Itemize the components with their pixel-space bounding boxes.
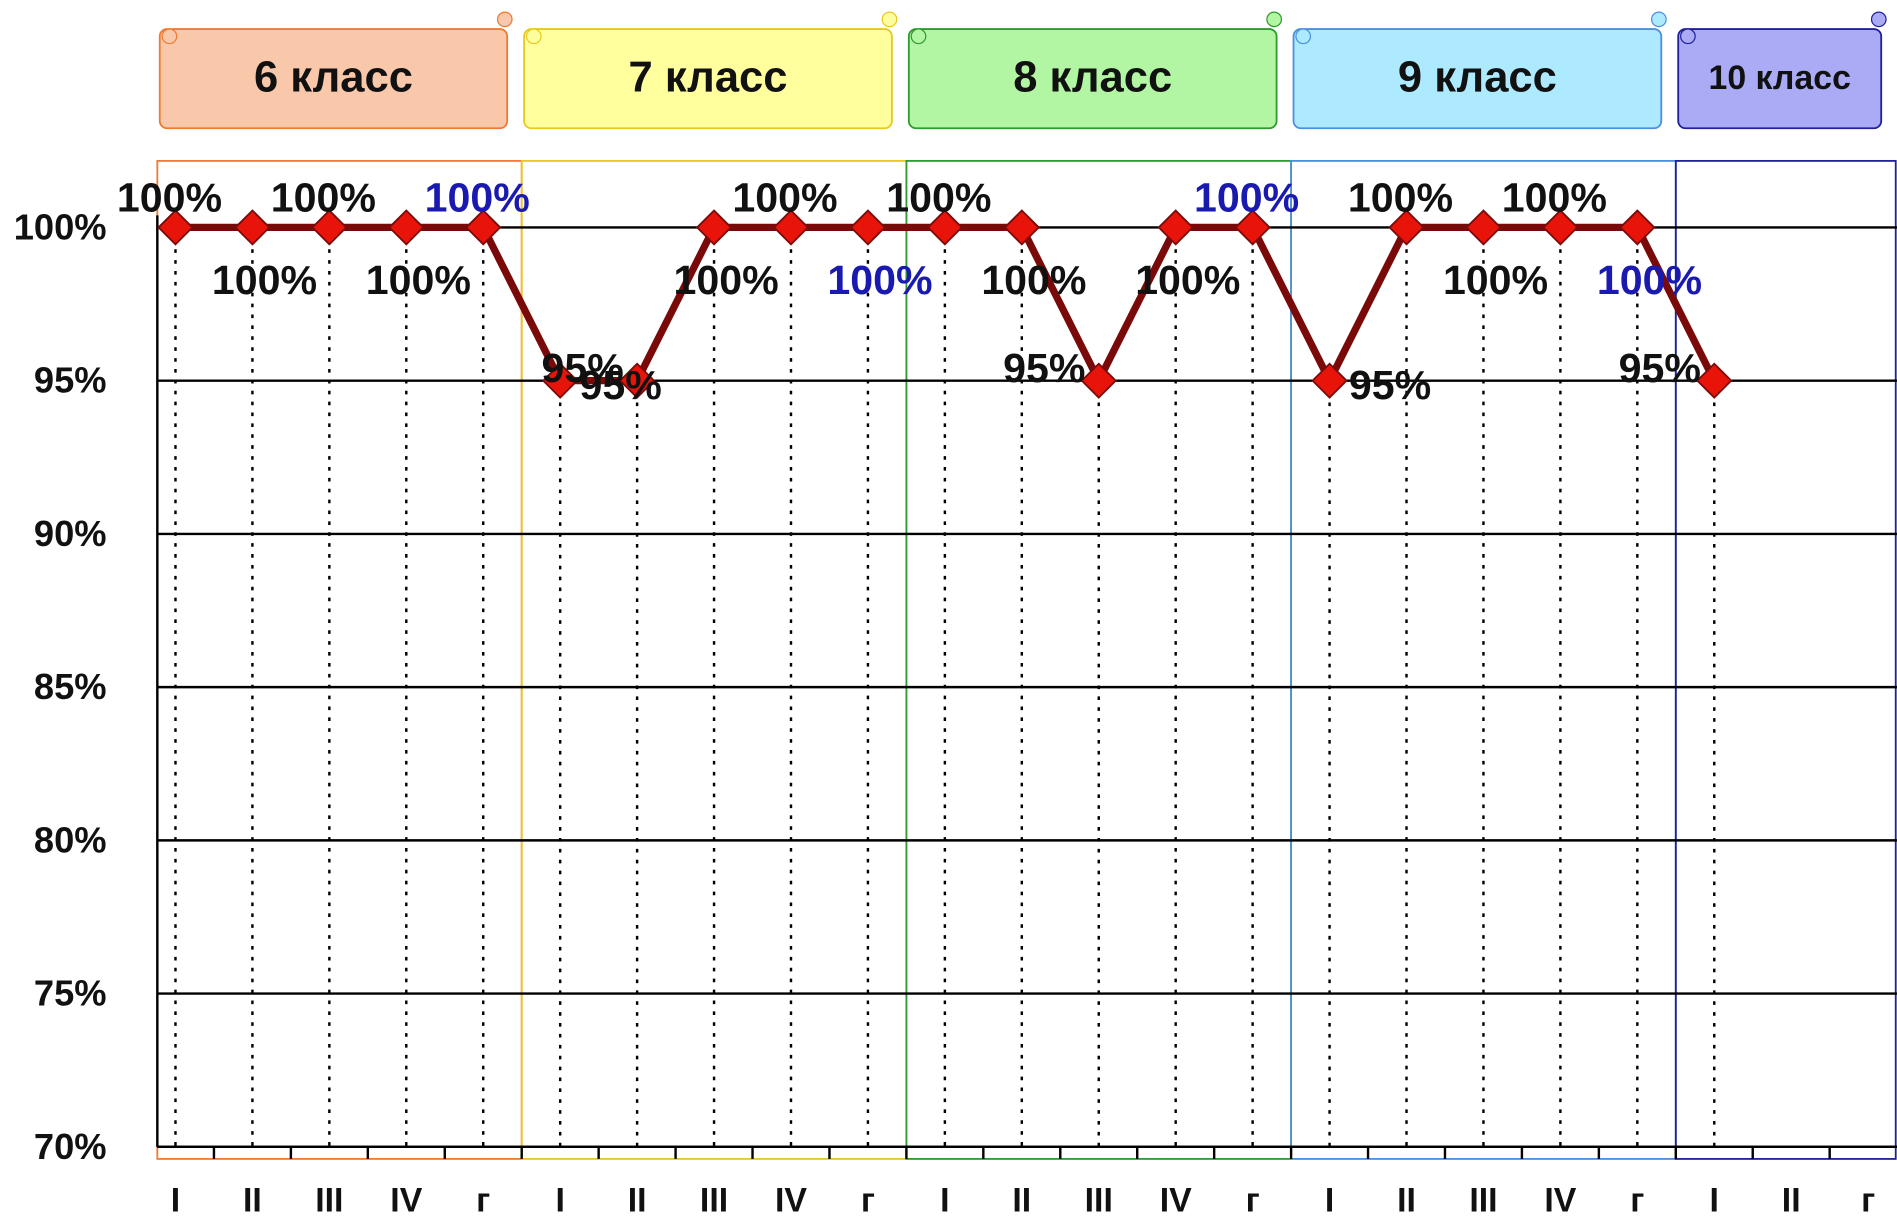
marker xyxy=(695,209,733,246)
y-tick-label: 100% xyxy=(14,206,107,247)
marker xyxy=(618,362,656,399)
x-tick-label: I xyxy=(171,1181,180,1217)
data-label: 100% xyxy=(981,257,1086,303)
x-tick-label: I xyxy=(940,1181,949,1217)
group-box xyxy=(520,159,908,1160)
group-box xyxy=(156,159,523,1160)
banner-curl xyxy=(1650,11,1667,28)
marker xyxy=(772,209,810,246)
group-box xyxy=(905,159,1293,1160)
x-tick-label: II xyxy=(243,1181,262,1217)
data-label: 95% xyxy=(580,362,662,408)
marker xyxy=(1388,209,1425,246)
group-label: 6 класс xyxy=(254,53,413,101)
marker xyxy=(311,209,348,246)
x-tick-label: I xyxy=(1325,1181,1334,1217)
group-banner xyxy=(1677,28,1883,130)
banner-curl xyxy=(161,28,178,45)
x-tick-label: IV xyxy=(1160,1181,1192,1217)
marker xyxy=(1157,209,1194,246)
data-label: 100% xyxy=(1135,257,1240,303)
group-banner xyxy=(523,28,893,130)
data-label: 100% xyxy=(674,257,779,303)
marker xyxy=(1465,209,1502,246)
group-box xyxy=(1290,159,1677,1160)
x-tick-label: III xyxy=(1469,1181,1497,1217)
marker xyxy=(388,209,425,246)
data-label: 95% xyxy=(1003,345,1085,391)
banner-curl xyxy=(1266,11,1283,28)
marker xyxy=(234,209,271,246)
data-label: 100% xyxy=(1597,257,1702,303)
x-tick-label: г xyxy=(1861,1181,1875,1217)
banner-curl xyxy=(1295,28,1312,45)
marker xyxy=(541,362,579,399)
y-tick-label: 90% xyxy=(34,513,107,554)
x-tick-label: I xyxy=(1710,1181,1719,1217)
x-tick-label: г xyxy=(861,1181,875,1217)
marker xyxy=(849,209,887,246)
data-label: 100% xyxy=(732,175,837,221)
marker xyxy=(157,209,194,246)
x-tick-label: II xyxy=(1782,1181,1801,1217)
data-label: 100% xyxy=(1194,175,1299,221)
group-label: 7 класс xyxy=(629,53,788,101)
y-tick-label: 95% xyxy=(34,360,107,401)
marker xyxy=(1696,362,1733,399)
x-tick-label: III xyxy=(700,1181,728,1217)
y-tick-label: 80% xyxy=(34,819,107,860)
marker xyxy=(1311,362,1348,399)
data-label: 100% xyxy=(1443,257,1548,303)
x-tick-label: III xyxy=(315,1181,343,1217)
x-tick-label: II xyxy=(1397,1181,1416,1217)
marker xyxy=(465,209,502,246)
group-banner xyxy=(907,28,1278,130)
data-label: 100% xyxy=(827,257,932,303)
data-label: 95% xyxy=(542,345,624,391)
data-label: 100% xyxy=(271,175,376,221)
x-tick-label: III xyxy=(1085,1181,1113,1217)
banner-curl xyxy=(881,11,898,28)
banner-curl xyxy=(1680,28,1696,45)
group-label: 10 класс xyxy=(1708,59,1850,97)
x-tick-label: г xyxy=(1630,1181,1644,1217)
data-label: 100% xyxy=(1348,175,1453,221)
y-tick-label: 85% xyxy=(34,666,107,707)
group-banner xyxy=(1292,28,1663,130)
banner-curl xyxy=(525,28,542,45)
banner-curl xyxy=(496,11,513,28)
marker xyxy=(926,209,964,246)
group-label: 9 класс xyxy=(1398,53,1557,101)
x-tick-label: I xyxy=(555,1181,564,1217)
x-tick-label: г xyxy=(476,1181,490,1217)
y-tick-label: 75% xyxy=(34,973,107,1014)
marker xyxy=(1619,209,1656,246)
data-label: 95% xyxy=(1349,362,1431,408)
banner-curl xyxy=(1870,11,1887,28)
marker xyxy=(1542,209,1579,246)
marker xyxy=(1003,209,1041,246)
x-tick-label: IV xyxy=(390,1181,422,1217)
data-label: 100% xyxy=(117,175,222,221)
marker xyxy=(1080,362,1117,399)
data-label: 100% xyxy=(366,257,471,303)
group-banner xyxy=(158,28,509,130)
data-label: 100% xyxy=(425,175,530,221)
data-label: 95% xyxy=(1619,345,1701,391)
x-tick-label: II xyxy=(1012,1181,1031,1217)
data-label: 100% xyxy=(1502,175,1607,221)
x-tick-label: II xyxy=(628,1181,647,1217)
y-tick-label: 70% xyxy=(34,1126,107,1167)
group-box xyxy=(1674,159,1897,1160)
banner-curl xyxy=(910,28,927,45)
x-tick-label: IV xyxy=(775,1181,807,1217)
data-label: 100% xyxy=(212,257,317,303)
marker xyxy=(1234,209,1271,246)
x-tick-label: IV xyxy=(1544,1181,1576,1217)
group-label: 8 класс xyxy=(1013,53,1172,101)
x-tick-label: г xyxy=(1246,1181,1260,1217)
data-label: 100% xyxy=(886,175,991,221)
